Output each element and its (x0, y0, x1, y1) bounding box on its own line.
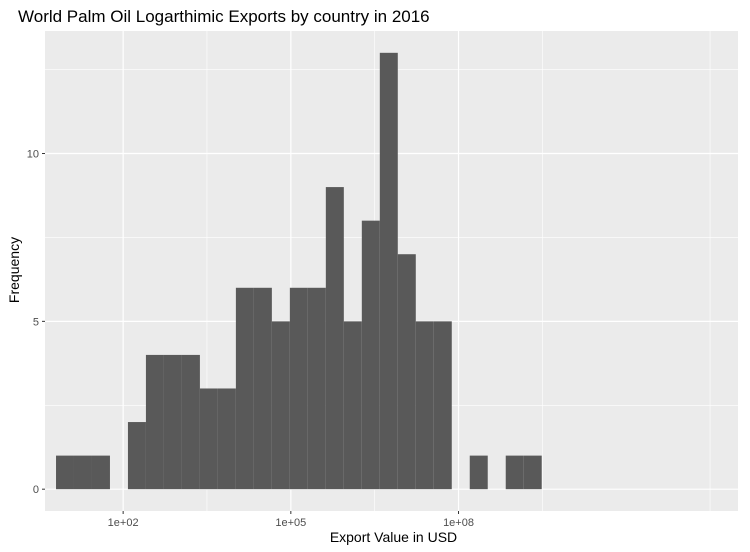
histogram-bar (235, 287, 254, 490)
y-tick-label: 10 (27, 149, 39, 161)
x-axis-title: Export Value in USD (330, 529, 457, 545)
y-axis-title: Frequency (6, 237, 22, 303)
histogram-bar (469, 455, 488, 490)
histogram-bar (127, 422, 146, 490)
histogram-bar (379, 52, 398, 490)
y-tick-label: 5 (33, 316, 39, 328)
x-tick-label: 1e+05 (275, 517, 306, 529)
y-tick-label: 0 (33, 484, 39, 496)
x-tick-label: 1e+08 (443, 517, 474, 529)
histogram-bar (56, 455, 74, 490)
histogram-bar (217, 388, 236, 490)
histogram-bar (325, 187, 344, 490)
histogram-bar (163, 354, 182, 490)
histogram-bar (361, 220, 380, 490)
histogram-bar (253, 287, 272, 490)
histogram-bar (415, 321, 434, 490)
histogram-bar (523, 455, 542, 490)
histogram-bar (397, 254, 416, 490)
x-tick-label: 1e+02 (108, 517, 139, 529)
histogram-bar (433, 321, 452, 490)
histogram-bar (145, 354, 164, 490)
histogram-bar (73, 455, 92, 490)
x-axis: 1e+02 1e+05 1e+08 (108, 511, 474, 529)
histogram-bar (289, 287, 308, 490)
y-axis: 0 5 10 (27, 149, 45, 496)
histogram-bar (343, 321, 362, 490)
histogram-bar (307, 287, 326, 490)
chart-title: World Palm Oil Logarthimic Exports by co… (18, 7, 430, 26)
histogram-bar (181, 354, 200, 490)
histogram-bar (271, 321, 290, 490)
histogram-bars (56, 52, 542, 490)
histogram-bar (91, 455, 110, 490)
histogram-bar (505, 455, 524, 490)
histogram-bar (199, 388, 218, 490)
